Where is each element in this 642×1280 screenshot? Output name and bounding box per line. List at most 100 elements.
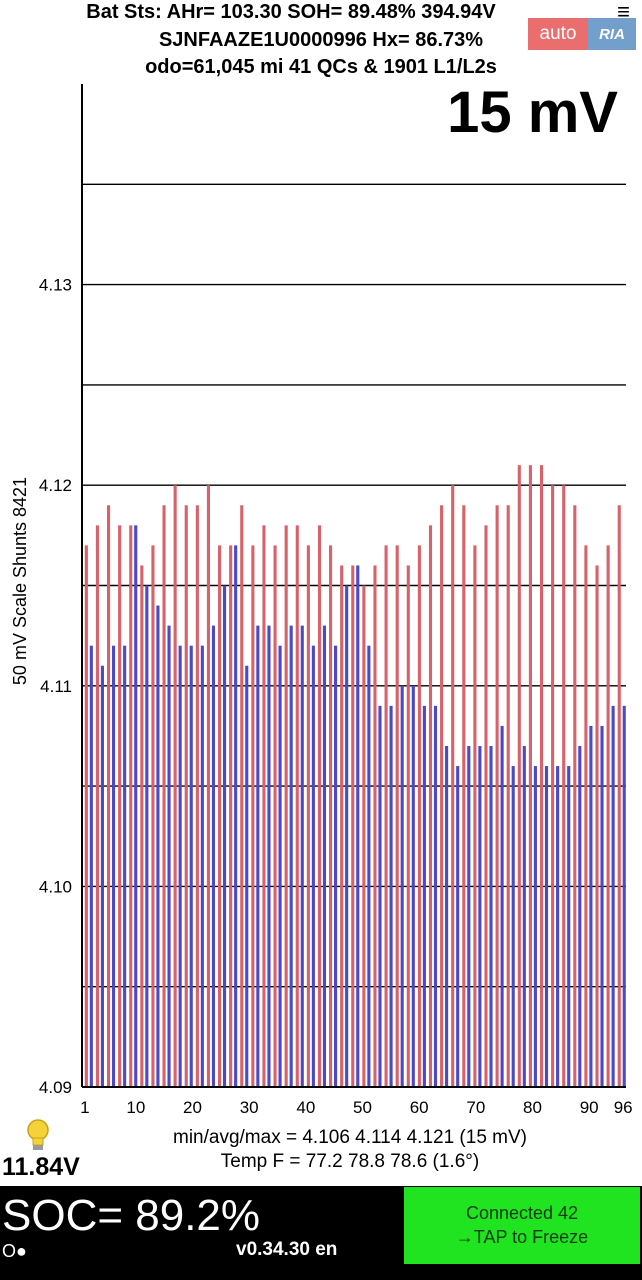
scale-label: 15 mV <box>447 80 618 145</box>
status-indicator: O● <box>2 1241 27 1261</box>
bar-high <box>573 505 577 1087</box>
bar-high <box>351 565 355 1087</box>
y-tick-label: 4.12 <box>39 476 72 495</box>
x-tick-label: 1 <box>80 1098 89 1117</box>
y-tick-label: 4.10 <box>39 877 72 896</box>
bar-low <box>145 585 149 1087</box>
watermark-logo: auto RIA <box>528 18 636 50</box>
bar-low <box>334 645 338 1087</box>
bar-high <box>95 525 99 1087</box>
bar-low <box>100 665 104 1087</box>
temperature-readout: Temp F = 77.2 78.8 78.6 (1.6°) <box>220 1151 480 1172</box>
bar-high <box>340 565 344 1087</box>
bar-low <box>123 645 127 1087</box>
bar-low <box>245 665 249 1087</box>
bar-low <box>289 625 293 1087</box>
vin-health-line: SJNFAAZE1U0000996 Hx= 86.73% <box>158 29 484 51</box>
bar-high <box>384 545 388 1087</box>
bar-high <box>184 505 188 1087</box>
bar-high <box>417 545 421 1087</box>
freeze-button[interactable]: Connected 42 →TAP to Freeze <box>404 1187 640 1264</box>
connection-status: Connected 42 <box>465 1203 579 1223</box>
bar-low <box>89 645 93 1087</box>
aux-battery-voltage: 11.84V <box>2 1153 80 1181</box>
bar-low <box>389 705 393 1087</box>
bar-low <box>156 605 160 1087</box>
bar-low <box>511 766 515 1087</box>
bar-low <box>345 585 349 1087</box>
bar-high <box>284 525 288 1087</box>
bar-high <box>539 465 544 1087</box>
x-tick-label: 20 <box>183 1098 202 1117</box>
bar-low <box>578 745 582 1087</box>
bar-high <box>317 525 322 1087</box>
bar-high <box>495 505 499 1087</box>
bar-low <box>178 645 182 1087</box>
bar-low <box>600 725 604 1087</box>
bar-low <box>400 685 404 1087</box>
y-axis-label: 50 mV Scale Shunts 8421 <box>10 476 30 686</box>
soc-readout: SOC= 89.2% <box>2 1191 261 1240</box>
bar-high <box>173 485 177 1087</box>
bar-low <box>267 625 271 1087</box>
min-avg-max-readout: min/avg/max = 4.106 4.114 4.121 (15 mV) <box>173 1127 527 1148</box>
chart-bars <box>84 465 626 1087</box>
bar-high <box>462 505 466 1087</box>
chart-axes <box>81 84 626 1088</box>
bar-low <box>422 705 426 1087</box>
bar-high <box>562 485 566 1087</box>
bar-low <box>411 685 415 1087</box>
bar-high <box>395 545 399 1087</box>
bar-high <box>195 505 199 1087</box>
bar-high <box>473 545 477 1087</box>
bar-high <box>373 565 377 1087</box>
bar-low <box>167 625 171 1087</box>
bar-low <box>433 705 438 1087</box>
x-tick-label: 70 <box>466 1098 485 1117</box>
bar-low <box>278 645 282 1087</box>
bar-low <box>522 745 526 1087</box>
lightbulb-icon[interactable] <box>24 1118 52 1152</box>
bar-low <box>445 745 449 1087</box>
bar-low <box>567 766 571 1087</box>
bar-low <box>544 766 549 1087</box>
bar-high <box>362 585 366 1087</box>
bar-high <box>206 485 211 1087</box>
bar-high <box>218 545 222 1087</box>
bar-high <box>617 505 621 1087</box>
menu-icon[interactable]: ≡ <box>617 0 630 24</box>
y-tick-label: 4.11 <box>40 677 72 696</box>
bar-low <box>134 525 138 1087</box>
bar-low <box>256 625 260 1087</box>
cell-voltage-chart[interactable]: 4.09 4.10 4.11 4.12 4.13 1 10 20 30 40 50 60 70 80 90… <box>0 0 642 1130</box>
bar-low <box>211 625 216 1087</box>
bar-high <box>506 505 510 1087</box>
x-tick-label: 40 <box>296 1098 315 1117</box>
bar-high <box>440 505 444 1087</box>
bar-low <box>356 565 360 1087</box>
x-tick-label: 30 <box>240 1098 259 1117</box>
bar-high <box>129 525 133 1087</box>
bar-high <box>295 525 299 1087</box>
bar-low <box>478 745 482 1087</box>
bar-low <box>456 766 460 1087</box>
bar-high <box>528 465 532 1087</box>
odometer-line: odo=61,045 mi 41 QCs & 1901 L1/L2s <box>145 56 497 78</box>
bar-low <box>500 725 504 1087</box>
bar-high <box>162 505 166 1087</box>
chart-y-ticks: 4.09 4.10 4.11 4.12 4.13 <box>39 276 72 1097</box>
bar-high <box>118 525 122 1087</box>
x-tick-label: 80 <box>523 1098 542 1117</box>
y-tick-label: 4.09 <box>39 1078 72 1097</box>
chart-x-ticks: 1 10 20 30 40 50 60 70 80 90 96 <box>80 1098 633 1117</box>
bar-high <box>240 505 244 1087</box>
y-tick-label: 4.13 <box>39 276 72 295</box>
watermark-part2: RIA <box>588 18 636 50</box>
watermark-part1: auto <box>528 18 588 50</box>
bar-high <box>140 565 144 1087</box>
bar-high <box>484 525 488 1087</box>
bar-high <box>329 545 333 1087</box>
bar-low <box>622 705 626 1087</box>
bar-low <box>489 745 493 1087</box>
x-tick-label: 60 <box>410 1098 429 1117</box>
